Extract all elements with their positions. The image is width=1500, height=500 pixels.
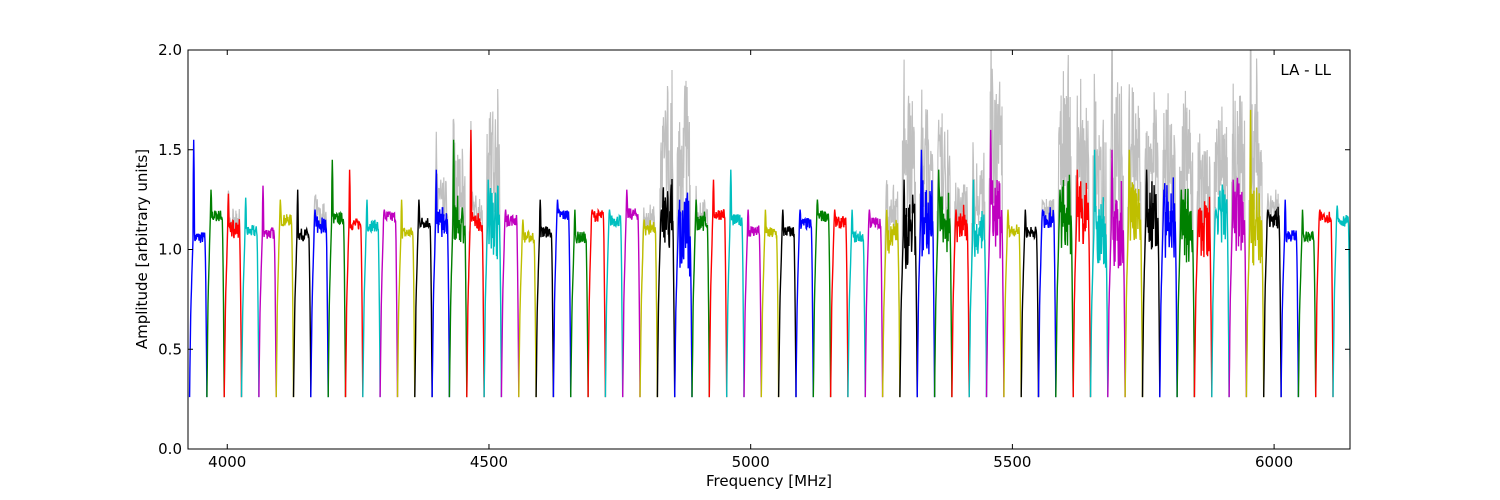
bandpass-series-line xyxy=(431,169,451,398)
x-tick-label: 5500 xyxy=(993,453,1031,471)
bandpass-series-line xyxy=(396,199,416,398)
bandpass-series-line xyxy=(240,197,260,398)
bandpass-series-line xyxy=(933,169,953,398)
bandpass-series-line xyxy=(708,179,728,398)
bandpass-series-line xyxy=(674,192,693,398)
raw-spectrum-band xyxy=(1159,93,1178,398)
x-axis-ticks: 4000 4500 5000 5500 6000 xyxy=(208,50,1293,471)
bandpass-series-line xyxy=(344,169,364,398)
bandpass-series-line xyxy=(743,209,762,398)
bandpass-series-layer xyxy=(188,109,1350,398)
raw-spectrum-band xyxy=(1107,50,1126,398)
x-tick-label: 4000 xyxy=(208,453,246,471)
bandpass-series-line xyxy=(587,207,607,398)
bandpass-series-line xyxy=(985,129,1005,398)
raw-spectrum-band xyxy=(656,69,676,398)
bandpass-series-line xyxy=(362,199,381,398)
bandpass-series-line xyxy=(1159,177,1178,398)
bandpass-series-line xyxy=(500,209,520,398)
bandpass-series-line xyxy=(518,219,537,398)
bandpass-series-line xyxy=(881,209,901,398)
bandpass-series-line xyxy=(552,199,572,398)
bandpass-series-line xyxy=(812,199,832,398)
bandpass-series-line xyxy=(604,209,624,398)
bandpass-series-line xyxy=(1193,196,1213,398)
bandpass-series-line xyxy=(275,199,295,398)
bandpass-series-line xyxy=(1107,149,1126,398)
bandpass-series-line xyxy=(864,209,884,398)
raw-spectrum-band xyxy=(951,182,970,398)
raw-spectrum-band xyxy=(985,50,1005,398)
bandpass-series-line xyxy=(535,199,555,398)
bandpass-series-line xyxy=(448,139,468,398)
raw-spectrum-band xyxy=(899,59,918,398)
bandpass-series-line xyxy=(1245,109,1265,398)
y-tick-label: 1.0 xyxy=(158,241,182,259)
raw-spectrum-band xyxy=(1089,73,1109,398)
bandpass-series-line xyxy=(1055,174,1074,398)
bandpass-series-line xyxy=(570,209,589,398)
raw-spectrum-band xyxy=(1141,92,1161,398)
bandpass-series-line xyxy=(1003,209,1022,398)
bandpass-series-line xyxy=(1211,184,1230,398)
bandpass-series-line xyxy=(223,193,243,398)
y-axis-ticks: 0.0 0.5 1.0 1.5 2.0 xyxy=(158,41,1350,458)
bandpass-series-line xyxy=(258,185,277,398)
y-axis-label: Amplitude [arbitrary units] xyxy=(133,149,151,349)
bandpass-series-line xyxy=(188,139,208,398)
baseline-annotation: LA - LL xyxy=(1280,61,1331,79)
bandpass-series-line xyxy=(1176,188,1196,398)
bandpass-series-line xyxy=(726,169,745,398)
x-tick-label: 6000 xyxy=(1255,453,1293,471)
raw-spectrum-band xyxy=(882,180,901,398)
bandpass-series-line xyxy=(1332,205,1350,398)
bandpass-series-line xyxy=(1141,169,1161,398)
bandpass-series-line xyxy=(327,159,347,398)
bandpass-series-line xyxy=(1072,169,1092,398)
x-axis-label: Frequency [MHz] xyxy=(706,472,832,490)
bandpass-series-line xyxy=(795,209,814,398)
bandpass-series-line xyxy=(847,209,866,398)
bandpass-series-line xyxy=(1037,207,1057,398)
y-tick-label: 2.0 xyxy=(158,41,182,59)
bandpass-series-line xyxy=(622,189,641,398)
bandpass-series-line xyxy=(310,209,329,398)
bandpass-series-line xyxy=(639,219,659,398)
bandpass-series-line xyxy=(1228,177,1248,398)
bandpass-series-line xyxy=(916,149,936,398)
bandpass-series-line xyxy=(691,199,710,398)
bandpass-series-line xyxy=(1315,209,1334,398)
bandpass-series-line xyxy=(829,209,849,398)
y-tick-label: 0.0 xyxy=(158,440,182,458)
bandpass-series-line xyxy=(414,199,433,398)
raw-spectrum-band xyxy=(1228,83,1248,398)
bandpass-series-line xyxy=(379,209,399,398)
raw-spectrum-band xyxy=(1211,106,1230,398)
bandpass-series-line xyxy=(1020,209,1040,398)
bandpass-series-line xyxy=(1280,199,1300,398)
bandpass-series-line xyxy=(656,178,676,398)
y-tick-label: 1.5 xyxy=(158,141,182,159)
bandpass-series-line xyxy=(1297,209,1317,398)
bandpass-series-line xyxy=(206,189,225,398)
bandpass-series-line xyxy=(292,189,312,398)
x-tick-label: 4500 xyxy=(470,453,508,471)
bandpass-series-line xyxy=(760,209,780,398)
bandpass-series-line xyxy=(777,209,797,398)
bandpass-series-line xyxy=(1124,149,1144,398)
bandpass-series-line xyxy=(899,179,918,398)
raw-spectrum-band xyxy=(674,80,693,398)
raw-spectrum-band xyxy=(1055,54,1074,398)
bandpass-series-line xyxy=(951,204,970,398)
bandpass-series-line xyxy=(1263,206,1282,398)
bandpass-series-line xyxy=(466,129,485,398)
x-tick-label: 5000 xyxy=(732,453,770,471)
bandpass-series-line xyxy=(1089,149,1109,398)
bandpass-series-line xyxy=(968,179,988,398)
bandpass-series-line xyxy=(483,179,503,398)
y-tick-label: 0.5 xyxy=(158,340,182,358)
